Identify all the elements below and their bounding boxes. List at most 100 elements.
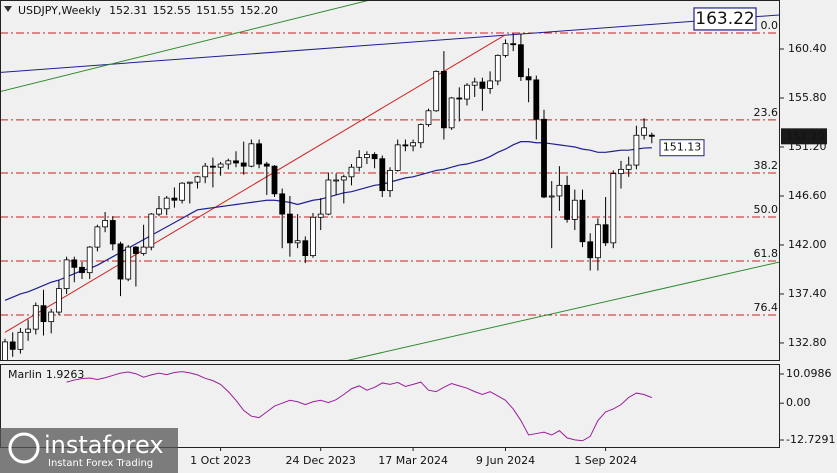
x-tick-label: 9 Jun 2024 xyxy=(476,454,535,467)
candle-body xyxy=(648,134,655,137)
candle-body xyxy=(625,164,632,170)
candle-body xyxy=(402,144,409,147)
candle-body xyxy=(525,76,532,81)
candle-body xyxy=(48,311,55,323)
candle-body xyxy=(618,168,624,175)
chart-header: USDJPY,Weekly 152.31 152.55 151.55 152.20 xyxy=(18,4,278,17)
candle-body xyxy=(148,213,155,248)
candle-body xyxy=(225,160,232,165)
candle-body xyxy=(494,54,501,82)
candle-body xyxy=(425,110,432,126)
y-tick-label: 132.80 xyxy=(788,336,827,349)
watermark-tagline: Instant Forex Trading xyxy=(48,458,153,469)
candle-body xyxy=(217,163,224,168)
candle-body xyxy=(109,220,116,245)
candle-body xyxy=(2,341,8,360)
candle-body xyxy=(263,163,270,167)
candle-body xyxy=(556,184,563,197)
fib-label: 50.0 xyxy=(754,203,779,216)
candle-body xyxy=(379,158,386,192)
candle-body xyxy=(256,143,263,165)
candle-body xyxy=(340,176,347,181)
trend-line xyxy=(1,1,369,92)
price-box xyxy=(693,7,757,31)
candle-body xyxy=(394,144,401,171)
candle-body xyxy=(271,165,278,195)
osc-tick-label: 10.0986 xyxy=(786,367,832,380)
trend-line xyxy=(347,261,779,360)
candle-body xyxy=(163,197,170,210)
candle-body xyxy=(579,199,586,243)
y-tick-label: 160.40 xyxy=(788,42,827,55)
trend-line xyxy=(4,34,505,333)
candle-body xyxy=(510,43,517,46)
candle-body xyxy=(448,97,455,129)
candle-body xyxy=(479,81,486,89)
candle-body xyxy=(471,81,478,86)
candle-body xyxy=(202,165,209,178)
price-box-label: 151.13 xyxy=(663,141,702,154)
candle-body xyxy=(209,165,216,168)
candle-body xyxy=(63,259,70,290)
fib-label: 0.0 xyxy=(761,19,779,32)
candle-body xyxy=(171,197,178,201)
low: 151.55 xyxy=(196,4,235,17)
candle-body xyxy=(125,246,132,280)
oscillator-value: 1.9263 xyxy=(46,368,85,381)
high: 152.55 xyxy=(153,4,192,17)
price-box xyxy=(781,128,827,145)
candle-body xyxy=(102,220,108,228)
candle-body xyxy=(117,243,124,280)
fib-label: 76.4 xyxy=(754,301,779,314)
candle-body xyxy=(32,305,39,330)
candle-body xyxy=(371,154,378,160)
candle-body xyxy=(548,195,555,198)
osc-tick-label: 0.00 xyxy=(786,396,811,409)
candle-body xyxy=(279,193,286,215)
candle-body xyxy=(325,179,332,215)
candle-body xyxy=(317,213,324,218)
candle-body xyxy=(440,70,447,129)
oscillator-line xyxy=(66,371,652,442)
watermark-logo xyxy=(8,432,40,464)
candle-body xyxy=(310,216,316,257)
candle-body xyxy=(541,118,547,198)
candle-body xyxy=(487,80,494,89)
candle-body xyxy=(417,124,424,144)
fib-label: 38.2 xyxy=(754,159,779,172)
candle-body xyxy=(132,246,139,254)
x-tick-label: 1 Oct 2023 xyxy=(190,454,251,467)
candle-body xyxy=(333,179,340,182)
fib-label: 61.8 xyxy=(754,247,779,260)
candle-body xyxy=(86,246,93,274)
candle-body xyxy=(56,288,62,313)
oscillator-panel xyxy=(0,364,780,448)
candle-body xyxy=(587,241,594,259)
watermark: instaforex Instant Forex Trading xyxy=(0,428,178,473)
fib-label: 23.6 xyxy=(754,106,779,119)
candle-body xyxy=(595,224,601,259)
candle-body xyxy=(633,134,640,166)
candle-body xyxy=(456,97,463,100)
candle-body xyxy=(40,305,47,323)
candle-body xyxy=(348,166,355,178)
candle-body xyxy=(302,240,309,257)
candle-body xyxy=(518,44,524,78)
candle-body xyxy=(387,170,393,192)
candle-body xyxy=(356,157,363,168)
candle-body xyxy=(240,162,247,167)
candle-body xyxy=(194,176,201,183)
candle-body xyxy=(502,43,509,56)
candle-body xyxy=(433,70,440,112)
candle-body xyxy=(79,266,85,274)
menu-arrow[interactable] xyxy=(4,6,12,12)
candle-body xyxy=(71,259,78,268)
price-box-label: 163.22 xyxy=(695,9,754,29)
symbol: USDJPY,Weekly xyxy=(18,4,102,17)
oscillator-name: Marlin xyxy=(8,368,42,381)
watermark-brand: instaforex xyxy=(44,431,164,459)
candle-body xyxy=(94,226,101,248)
candle-body xyxy=(25,328,32,333)
